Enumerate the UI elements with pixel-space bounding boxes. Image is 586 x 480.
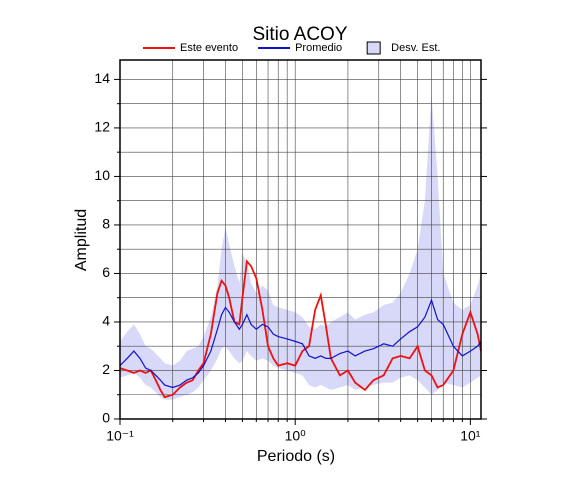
chart-title: Sitio ACOY bbox=[252, 24, 347, 45]
y-tick-label: 0 bbox=[102, 410, 110, 426]
series-line bbox=[119, 259, 482, 399]
legend-label: Este evento bbox=[180, 42, 238, 54]
y-tick-label: 4 bbox=[102, 313, 110, 329]
x-axis-label: Periodo (s) bbox=[257, 448, 335, 465]
y-tick-label: 2 bbox=[102, 361, 110, 377]
legend-label: Desv. Est. bbox=[391, 42, 440, 54]
y-tick-label: 12 bbox=[94, 119, 110, 135]
y-tick-label: 10 bbox=[94, 167, 110, 183]
y-tick-label: 14 bbox=[94, 70, 110, 86]
y-tick-label: 6 bbox=[102, 264, 110, 280]
y-axis-label: Amplitud bbox=[73, 209, 90, 271]
x-tick-label: 10⁻¹ bbox=[106, 428, 134, 444]
legend-label: Promedio bbox=[295, 42, 342, 54]
legend-swatch bbox=[366, 41, 381, 55]
std-band bbox=[120, 93, 481, 400]
x-tick-label: 10¹ bbox=[460, 428, 481, 444]
plot-frame bbox=[119, 59, 482, 420]
series-line bbox=[119, 298, 482, 389]
y-tick-label: 8 bbox=[102, 216, 110, 232]
x-tick-label: 10⁰ bbox=[285, 428, 307, 444]
